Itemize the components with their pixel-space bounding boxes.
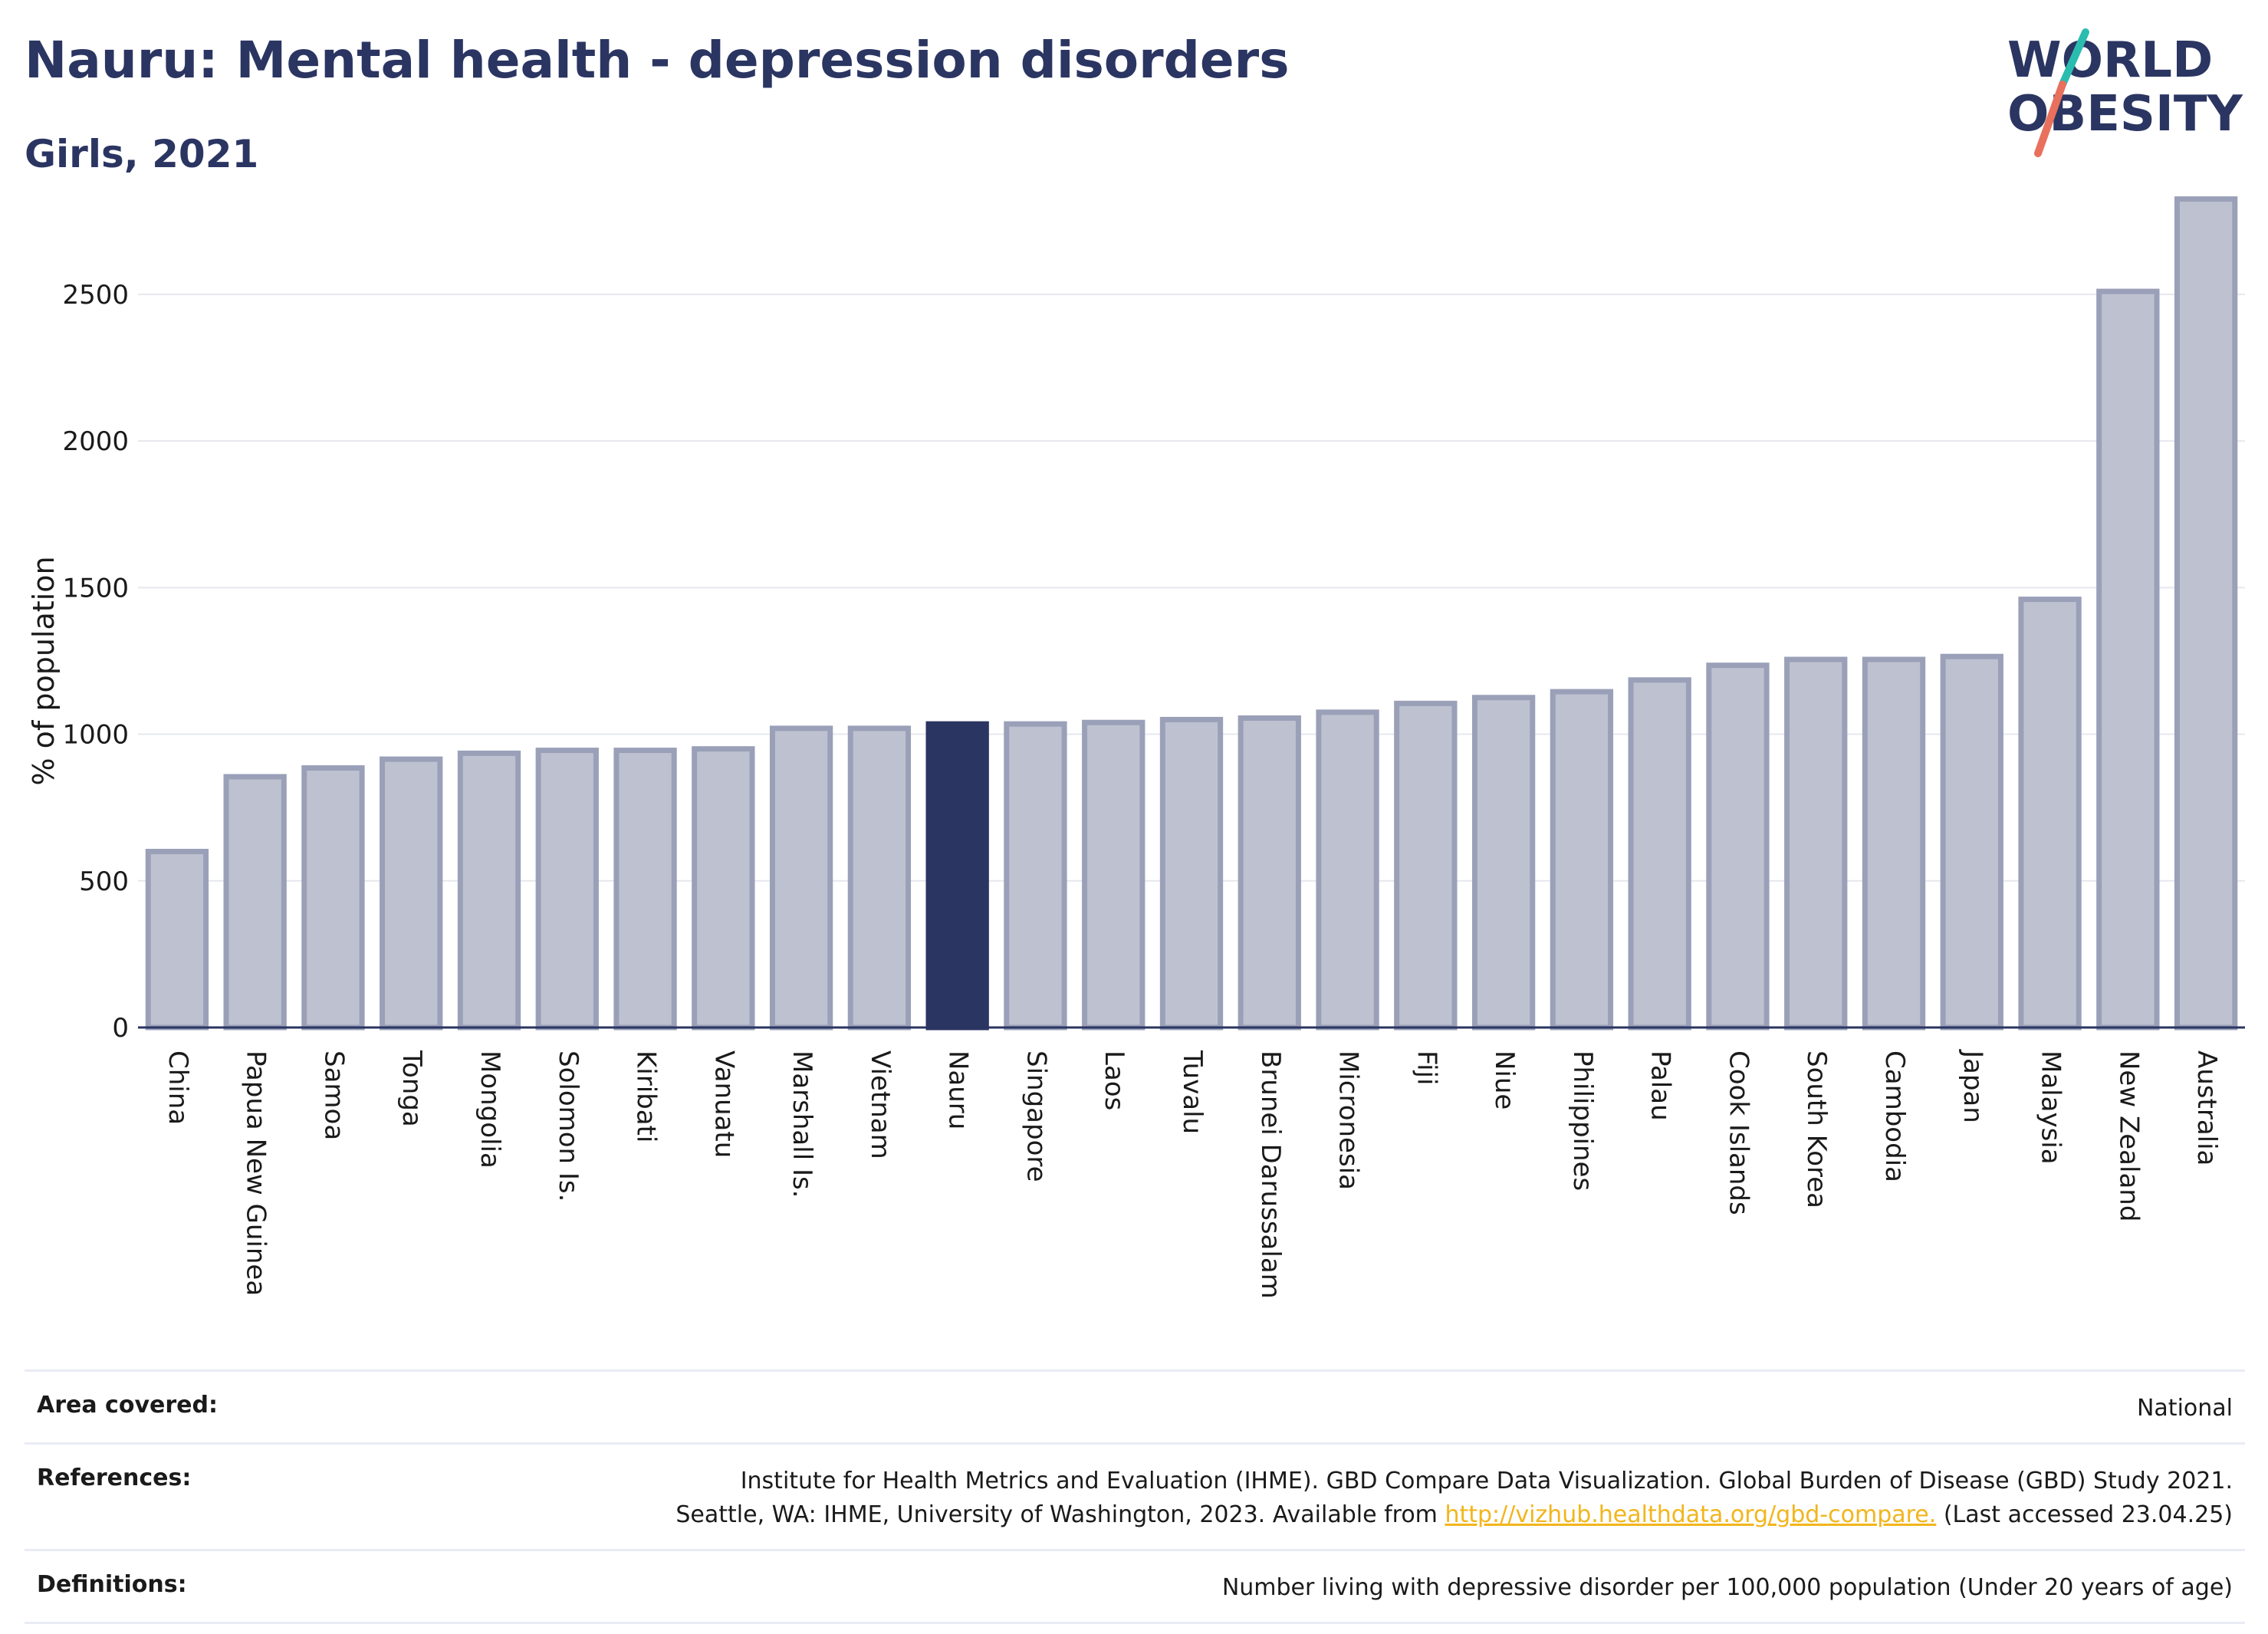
references-line-2-post: (Last accessed 23.04.25) bbox=[1936, 1501, 2233, 1528]
page-title: Nauru: Mental health - depression disord… bbox=[25, 31, 1290, 90]
bar bbox=[1784, 656, 1848, 1031]
x-tick-label: Micronesia bbox=[1333, 1050, 1364, 1190]
bar bbox=[769, 725, 833, 1031]
x-tick-label: Japan bbox=[1957, 1049, 1988, 1123]
x-tick-label: Philippines bbox=[1567, 1050, 1598, 1191]
x-tick-label: Solomon Is. bbox=[553, 1050, 583, 1202]
x-tick-label: Tuvalu bbox=[1177, 1050, 1208, 1134]
label-layer: 0 500 1000 1500 2000 2500 China Papua New Guine… bbox=[62, 280, 2222, 1299]
references-value: Institute for Health Metrics and Evaluat… bbox=[675, 1465, 2233, 1532]
x-tick-label: New Zealand bbox=[2113, 1050, 2144, 1221]
x-tick-label: Mongolia bbox=[475, 1050, 505, 1169]
bar bbox=[1394, 700, 1458, 1031]
bar bbox=[2018, 597, 2082, 1031]
bar bbox=[2096, 288, 2160, 1031]
definitions-value: Number living with depressive disorder p… bbox=[1221, 1574, 2233, 1601]
bar bbox=[301, 765, 365, 1031]
y-axis-title: % of population bbox=[27, 556, 61, 785]
bar-chart: 0 500 1000 1500 2000 2500 China Papua New Guine… bbox=[27, 196, 2245, 1299]
area-covered-label: Area covered: bbox=[37, 1392, 218, 1419]
bar bbox=[1550, 689, 1614, 1031]
x-tick-label: Fiji bbox=[1411, 1050, 1441, 1085]
logo-slash-teal bbox=[2059, 28, 2089, 88]
bar bbox=[457, 750, 521, 1031]
references-line-2-pre: Seattle, WA: IHME, University of Washing… bbox=[675, 1501, 1445, 1528]
bar bbox=[692, 746, 755, 1031]
y-tick-label: 500 bbox=[79, 866, 129, 897]
x-tick-label: Kiribati bbox=[631, 1050, 662, 1142]
page-subtitle: Girls, 2021 bbox=[25, 132, 259, 176]
footer-row-references: References: Institute for Health Metrics… bbox=[25, 1442, 2245, 1549]
x-tick-label: Cook Islands bbox=[1723, 1050, 1754, 1215]
x-tick-label: Palau bbox=[1645, 1050, 1676, 1121]
x-tick-label: Singapore bbox=[1021, 1050, 1051, 1182]
x-tick-label: Australia bbox=[2191, 1050, 2222, 1165]
bar bbox=[925, 721, 989, 1031]
x-tick-label: Tonga bbox=[396, 1050, 427, 1127]
bar bbox=[1238, 715, 1301, 1031]
bar bbox=[1940, 653, 2003, 1031]
footer-row-area: Area covered: National bbox=[25, 1369, 2245, 1442]
bar bbox=[1159, 716, 1224, 1031]
y-tick-label: 2500 bbox=[62, 280, 129, 311]
y-tick-label: 1000 bbox=[62, 720, 129, 751]
x-tick-label: Nauru bbox=[943, 1050, 974, 1129]
bar bbox=[847, 725, 912, 1031]
x-tick-label: Laos bbox=[1099, 1050, 1129, 1110]
references-line-1: Institute for Health Metrics and Evaluat… bbox=[740, 1468, 2233, 1494]
x-tick-label: Niue bbox=[1489, 1050, 1520, 1110]
x-tick-label: South Korea bbox=[1801, 1050, 1832, 1208]
y-tick-label: 0 bbox=[112, 1013, 129, 1044]
x-tick-label: Vietnam bbox=[865, 1050, 896, 1159]
bar bbox=[2174, 196, 2238, 1031]
chart-footer: Area covered: National References: Insti… bbox=[25, 1369, 2245, 1624]
references-label: References: bbox=[37, 1465, 192, 1491]
bar bbox=[1316, 709, 1379, 1031]
bar bbox=[1706, 662, 1770, 1031]
bar bbox=[1082, 719, 1146, 1031]
bar bbox=[535, 748, 599, 1031]
logo-slash-coral bbox=[2034, 81, 2066, 157]
bar bbox=[380, 756, 443, 1031]
bar bbox=[223, 774, 287, 1031]
x-tick-label: Papua New Guinea bbox=[241, 1050, 271, 1296]
x-tick-label: Marshall Is. bbox=[787, 1050, 817, 1198]
x-tick-label: Samoa bbox=[318, 1050, 349, 1140]
x-tick-label: Malaysia bbox=[2036, 1050, 2066, 1165]
x-tick-label: Cambodia bbox=[1879, 1050, 1910, 1182]
x-tick-label: China bbox=[163, 1050, 193, 1125]
footer-row-definitions: Definitions: Number living with depressi… bbox=[25, 1549, 2245, 1624]
x-tick-label: Brunei Darussalam bbox=[1255, 1050, 1286, 1299]
y-tick-label: 2000 bbox=[62, 426, 129, 457]
x-tick-label: Vanuatu bbox=[708, 1050, 739, 1158]
bar bbox=[1862, 656, 1926, 1031]
references-link[interactable]: http://vizhub.healthdata.org/gbd-compare… bbox=[1445, 1501, 1937, 1528]
bar bbox=[1004, 721, 1067, 1031]
bar bbox=[613, 748, 677, 1031]
y-tick-label: 1500 bbox=[62, 573, 129, 603]
logo-line-1: WORLD bbox=[2007, 32, 2213, 89]
bar bbox=[145, 849, 209, 1031]
definitions-label: Definitions: bbox=[37, 1571, 187, 1598]
bar bbox=[1471, 695, 1536, 1031]
bar bbox=[1628, 677, 1691, 1031]
world-obesity-logo: WORLD OBESITY bbox=[2007, 28, 2243, 157]
bar-layer bbox=[145, 196, 2238, 1031]
area-covered-value: National bbox=[2136, 1395, 2233, 1422]
